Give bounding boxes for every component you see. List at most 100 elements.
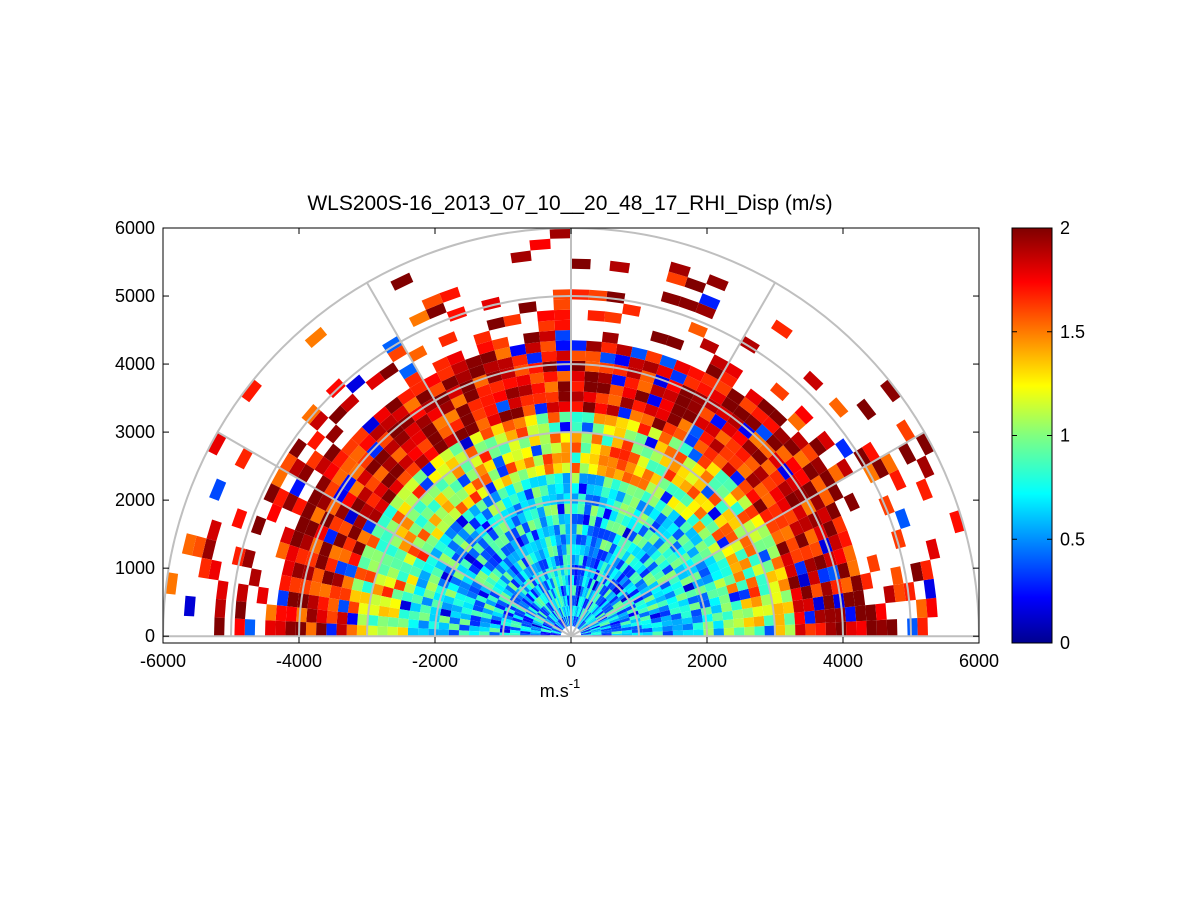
radar-cell xyxy=(860,572,874,590)
radar-cell xyxy=(758,441,776,459)
radar-cell xyxy=(501,419,516,433)
radar-cell xyxy=(608,595,619,605)
radar-cell xyxy=(327,597,340,612)
radar-cell xyxy=(580,626,590,632)
radar-cell xyxy=(690,552,704,565)
radar-cell xyxy=(601,434,614,447)
radar-cell xyxy=(463,388,480,404)
radar-cell xyxy=(582,514,591,526)
radar-cell xyxy=(305,450,324,470)
radar-cell xyxy=(577,493,586,505)
radar-cell xyxy=(577,621,586,629)
radar-cell xyxy=(524,613,535,620)
radar-cell xyxy=(401,591,414,603)
radar-cell xyxy=(571,370,585,382)
radar-cell xyxy=(231,508,248,529)
radar-cell xyxy=(550,632,561,635)
radar-cell xyxy=(314,475,332,494)
radar-cell xyxy=(442,595,455,605)
radar-cell xyxy=(389,598,402,610)
radar-cell xyxy=(420,506,435,521)
radar-cell xyxy=(346,612,358,625)
radar-cell xyxy=(542,547,550,559)
radar-cell xyxy=(479,393,496,408)
radar-cell xyxy=(525,592,535,603)
radar-cell xyxy=(520,446,533,459)
radar-cell xyxy=(418,569,432,582)
radar-cell xyxy=(614,585,625,596)
radar-cell xyxy=(640,619,652,625)
radar-cell xyxy=(530,508,540,520)
radar-cell xyxy=(567,615,570,627)
radar-cell xyxy=(615,416,630,430)
radar-cell xyxy=(492,389,508,404)
radar-cell xyxy=(674,393,692,409)
radar-cell xyxy=(590,604,599,614)
radar-cell xyxy=(662,547,674,560)
radar-cell xyxy=(510,406,525,420)
radar-cell xyxy=(650,549,662,562)
radar-cell xyxy=(571,411,583,423)
radar-cell xyxy=(629,474,642,487)
radar-cell xyxy=(750,595,763,608)
radar-cell xyxy=(479,350,498,365)
radar-cell xyxy=(571,381,585,392)
radar-cell xyxy=(712,453,728,470)
radar-cell xyxy=(515,426,529,440)
radar-cell xyxy=(791,503,808,521)
radar-cell xyxy=(305,622,317,637)
radar-cell xyxy=(309,410,329,431)
radar-cell xyxy=(793,468,811,487)
radar-cell xyxy=(295,547,310,565)
radar-cell xyxy=(561,575,566,586)
radar-cell xyxy=(379,362,399,381)
radar-cell xyxy=(915,432,935,456)
radar-cell xyxy=(616,524,627,537)
radar-cell xyxy=(511,620,522,626)
radar-cell xyxy=(450,610,462,619)
radar-cell xyxy=(524,341,542,354)
x-tick-label: -4000 xyxy=(276,651,322,671)
radar-cell xyxy=(880,379,902,403)
radar-cell xyxy=(282,492,299,512)
radar-cell xyxy=(346,624,358,637)
radar-cell xyxy=(618,591,629,601)
radar-cell xyxy=(596,560,605,571)
radar-cell xyxy=(794,532,810,549)
elevation-spoke xyxy=(217,431,572,638)
radar-cell xyxy=(502,588,514,598)
radar-cell xyxy=(483,459,497,473)
radar-cell xyxy=(341,575,355,590)
radar-cell xyxy=(876,619,888,637)
radar-cell xyxy=(403,582,416,594)
radar-cell xyxy=(495,549,507,561)
radar-cell xyxy=(621,386,637,400)
radar-cell xyxy=(702,446,719,462)
radar-cell xyxy=(250,515,267,536)
radar-cell xyxy=(522,617,533,624)
radar-cell xyxy=(686,485,701,500)
radar-cell xyxy=(551,514,560,526)
radar-cell xyxy=(744,414,763,432)
radar-cell xyxy=(480,549,492,562)
x-tick-label: -6000 xyxy=(140,651,186,671)
radar-cell xyxy=(594,402,608,415)
radar-cell xyxy=(575,595,580,607)
radar-cell xyxy=(543,371,558,383)
radar-cell xyxy=(530,627,542,632)
radar-cell xyxy=(468,517,482,530)
x-axis-label: m.s-1 xyxy=(540,676,581,701)
radar-cell xyxy=(635,499,648,513)
radar-cell xyxy=(403,396,421,414)
radar-cell xyxy=(737,479,754,495)
radar-cell xyxy=(389,463,406,480)
radar-cell xyxy=(542,569,550,581)
radar-cell xyxy=(763,614,775,626)
radar-cell xyxy=(519,600,530,609)
radar-cell xyxy=(724,362,744,380)
radar-cell xyxy=(660,615,672,622)
radar-cell xyxy=(604,606,614,614)
radar-cell xyxy=(803,370,824,391)
radar-cell xyxy=(332,532,348,549)
radar-cell xyxy=(654,499,667,513)
